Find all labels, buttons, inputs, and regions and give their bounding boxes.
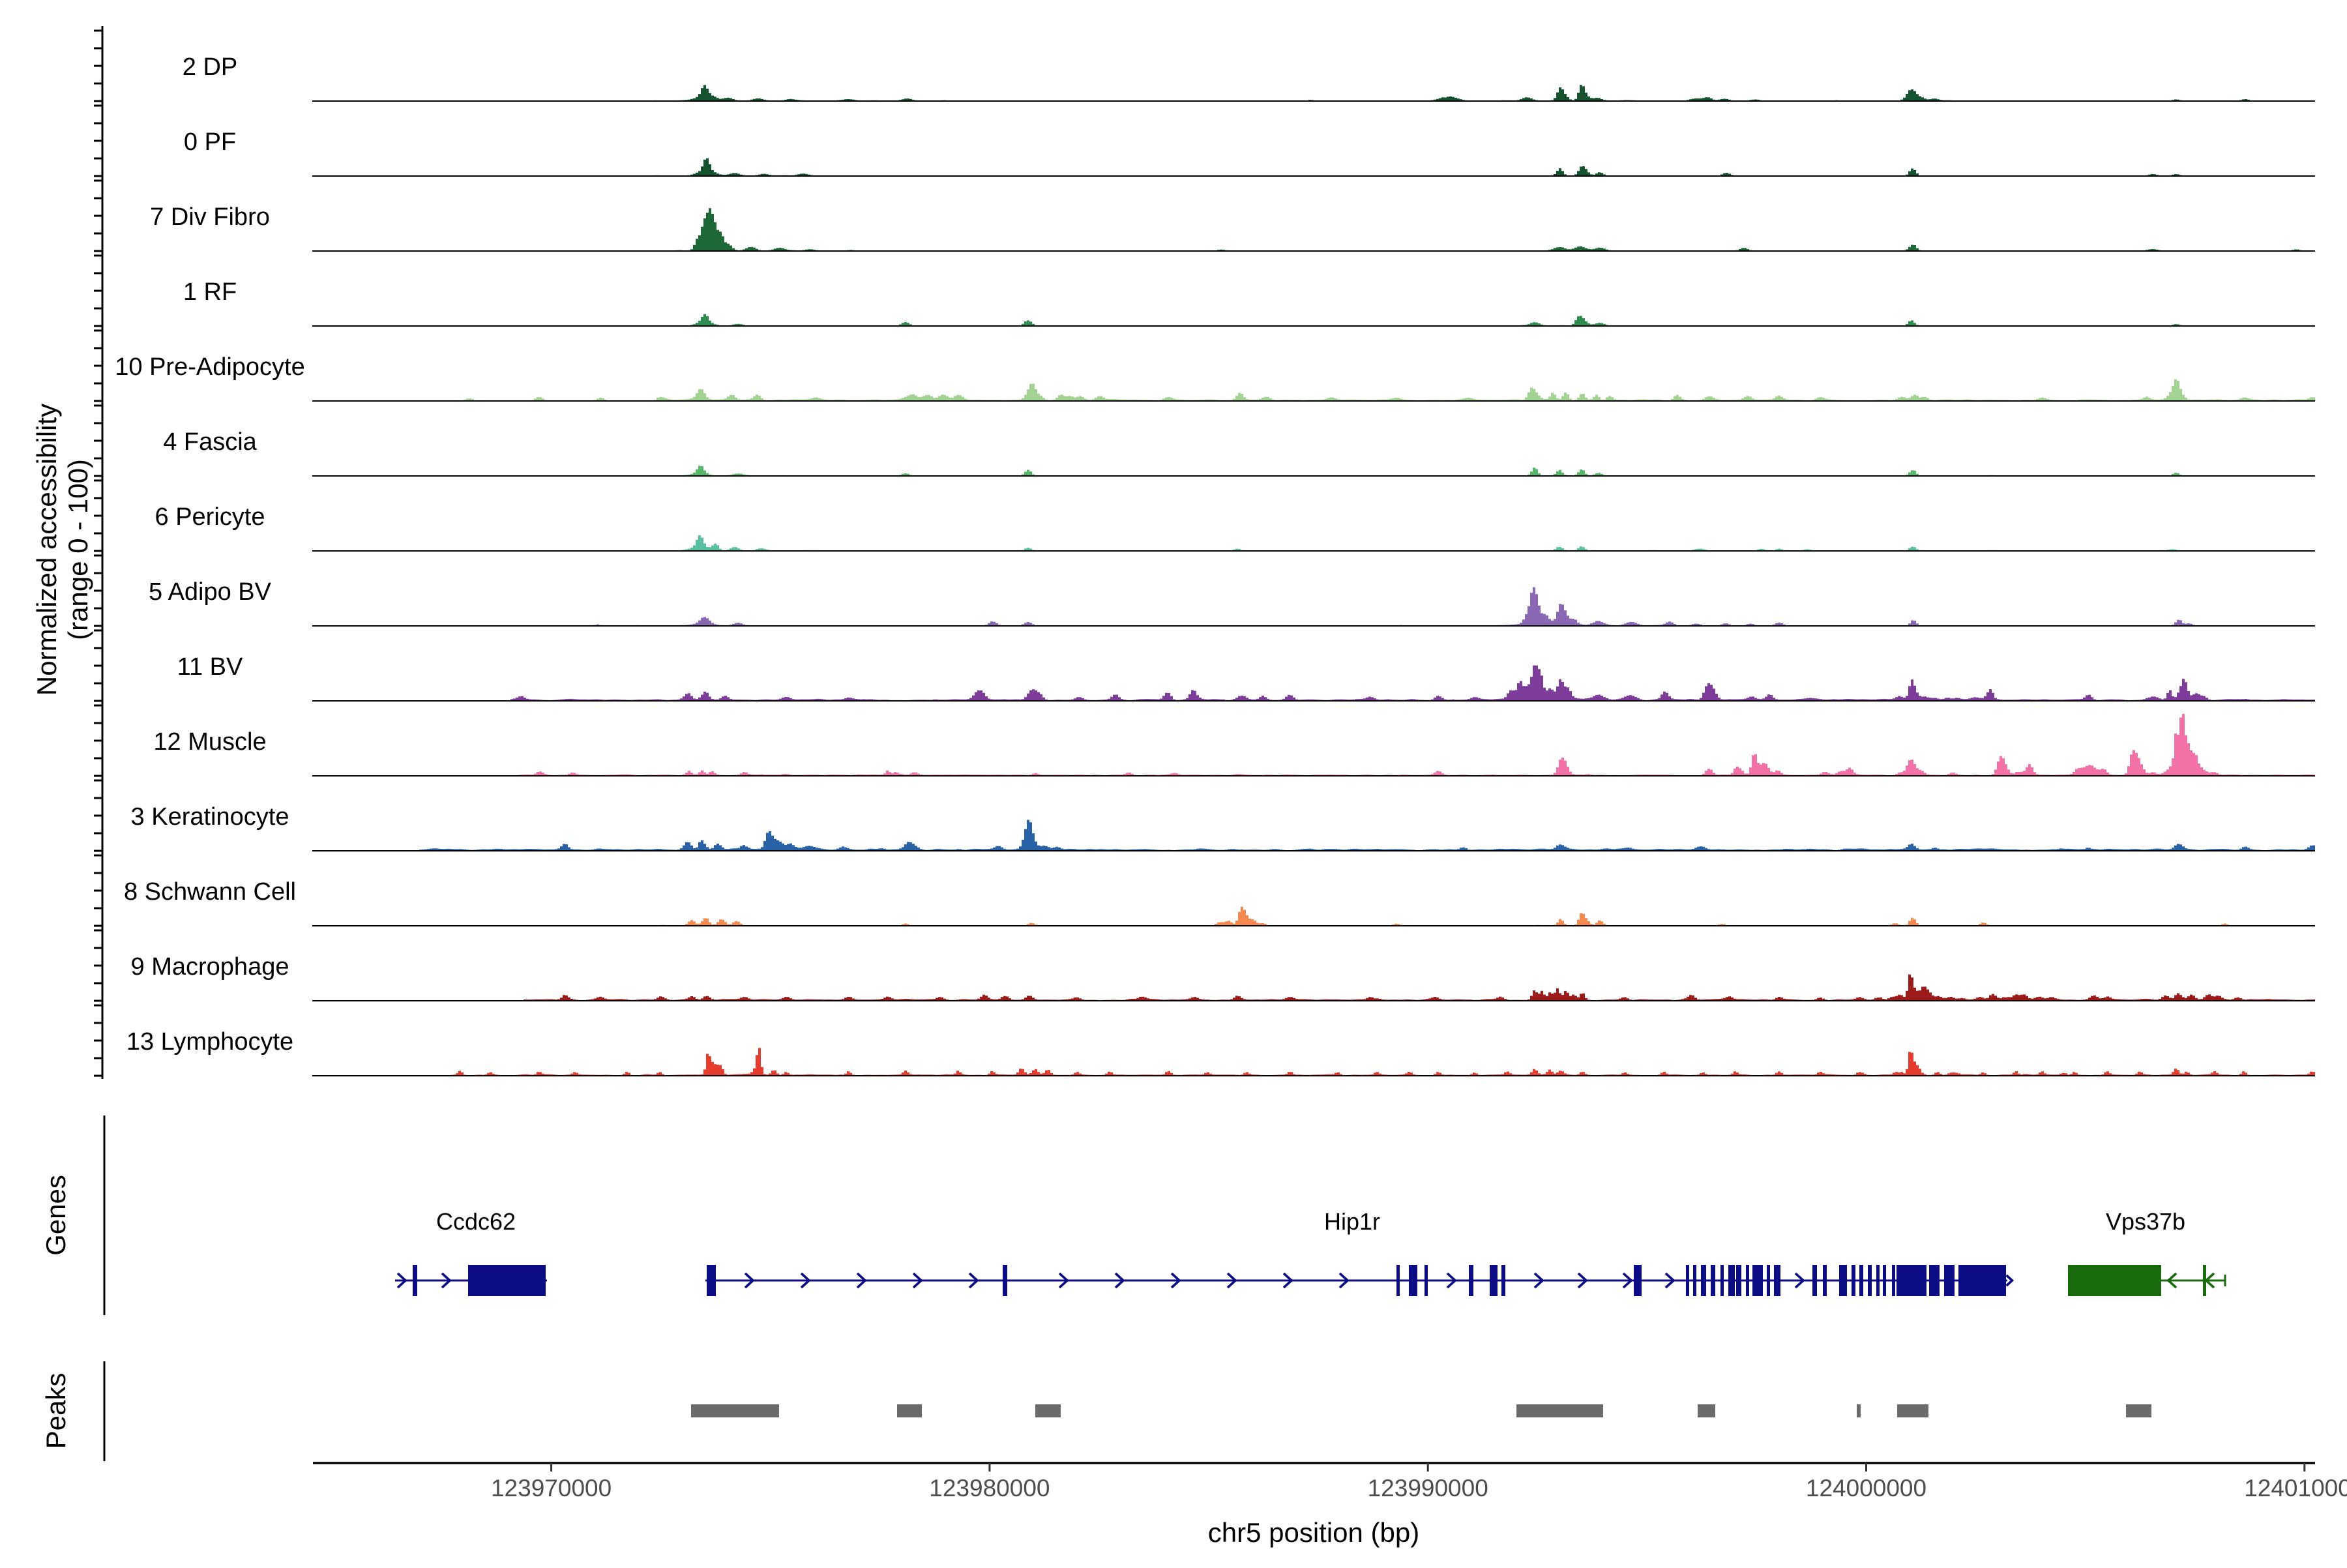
svg-text:11 BV: 11 BV (177, 653, 243, 681)
svg-text:12 Muscle: 12 Muscle (153, 728, 266, 756)
svg-text:0 PF: 0 PF (184, 128, 236, 156)
svg-text:3 Keratinocyte: 3 Keratinocyte (131, 803, 289, 831)
svg-text:7 Div Fibro: 7 Div Fibro (150, 203, 270, 231)
svg-text:2 DP: 2 DP (183, 53, 237, 81)
svg-text:Hip1r: Hip1r (1324, 1208, 1380, 1235)
svg-text:1 RF: 1 RF (183, 278, 237, 306)
svg-text:5 Adipo BV: 5 Adipo BV (149, 578, 272, 606)
svg-text:123990000: 123990000 (1368, 1475, 1488, 1501)
svg-text:8 Schwann Cell: 8 Schwann Cell (124, 878, 296, 906)
svg-text:123980000: 123980000 (929, 1475, 1050, 1501)
svg-text:chr5 position (bp): chr5 position (bp) (1208, 1517, 1420, 1548)
svg-text:6 Pericyte: 6 Pericyte (155, 503, 265, 531)
svg-text:10 Pre-Adipocyte: 10 Pre-Adipocyte (115, 353, 305, 381)
svg-text:4 Fascia: 4 Fascia (163, 428, 257, 456)
svg-text:Vps37b: Vps37b (2106, 1208, 2185, 1235)
svg-text:124000000: 124000000 (1806, 1475, 1926, 1501)
svg-text:9 Macrophage: 9 Macrophage (131, 953, 289, 981)
svg-text:13 Lymphocyte: 13 Lymphocyte (126, 1028, 293, 1056)
svg-text:123970000: 123970000 (491, 1475, 612, 1501)
svg-text:Peaks: Peaks (40, 1373, 71, 1449)
svg-text:(range 0 - 100): (range 0 - 100) (63, 459, 93, 640)
svg-text:Ccdc62: Ccdc62 (436, 1208, 516, 1235)
svg-text:124010000: 124010000 (2244, 1475, 2347, 1501)
svg-text:Normalized accessibility: Normalized accessibility (31, 404, 62, 696)
svg-text:Genes: Genes (40, 1175, 71, 1256)
